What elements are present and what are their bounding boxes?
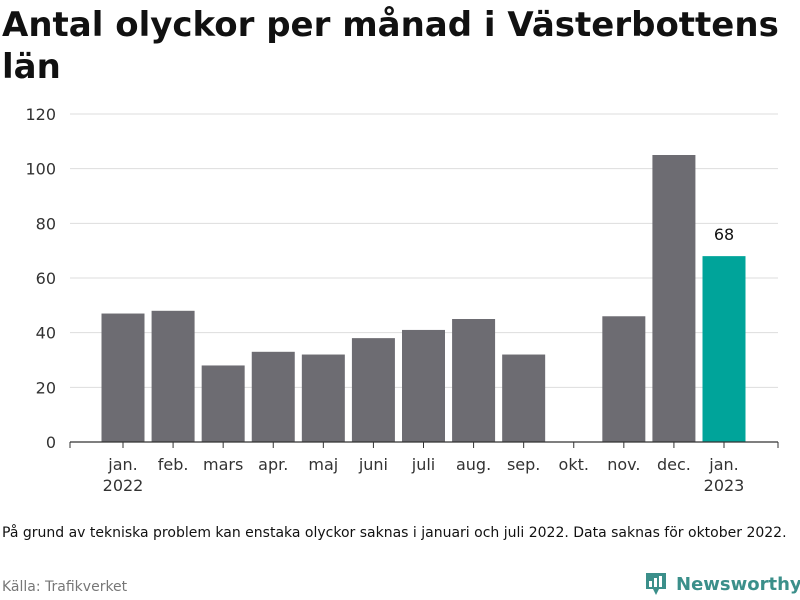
x-tick-label: apr. bbox=[258, 455, 288, 474]
newsworthy-logo-icon bbox=[646, 573, 666, 595]
y-tick-label: 0 bbox=[46, 433, 56, 452]
x-axis: jan. 2022 feb. mars apr. maj juni juli aug. sep. o… bbox=[69, 441, 779, 495]
y-tick-label: 40 bbox=[36, 324, 56, 343]
bar bbox=[101, 313, 145, 442]
footnote: På grund av tekniska problem kan enstaka… bbox=[2, 525, 787, 541]
bar bbox=[251, 351, 295, 442]
bar bbox=[151, 310, 195, 442]
x-tick-label: aug. bbox=[456, 455, 491, 474]
x-tick-label: mars bbox=[203, 455, 243, 474]
chart-title: Antal olyckor per månad i Västerbottens … bbox=[2, 5, 779, 87]
y-tick-label: 20 bbox=[36, 378, 56, 397]
bar bbox=[652, 155, 696, 442]
bar bbox=[402, 329, 445, 442]
x-tick-label: okt. bbox=[559, 455, 589, 474]
bar-highlight bbox=[702, 256, 746, 442]
x-tick-label: nov. bbox=[607, 455, 640, 474]
bar bbox=[351, 338, 395, 442]
newsworthy-logo-text: Newsworthy bbox=[676, 573, 800, 595]
bar bbox=[452, 319, 496, 442]
y-tick-label: 80 bbox=[36, 214, 56, 233]
source-credit: Källa: Trafikverket bbox=[2, 579, 128, 595]
data-labels: 68 bbox=[714, 225, 734, 244]
bar bbox=[301, 354, 345, 442]
x-tick-label: juli bbox=[411, 455, 435, 474]
y-tick-label: 60 bbox=[36, 269, 56, 288]
y-axis-labels: 0 20 40 60 80 100 120 bbox=[25, 105, 56, 452]
x-tick-label: juni bbox=[358, 455, 388, 474]
x-tick-label: jan. 2023 bbox=[704, 455, 745, 495]
y-tick-label: 120 bbox=[25, 105, 56, 124]
x-tick-label: sep. bbox=[507, 455, 540, 474]
data-label: 68 bbox=[714, 225, 734, 244]
bar bbox=[602, 316, 646, 442]
bars bbox=[101, 155, 746, 442]
newsworthy-logo: Newsworthy bbox=[644, 570, 800, 598]
x-tick-label: jan. 2022 bbox=[103, 455, 144, 495]
bar bbox=[502, 354, 546, 442]
x-tick-label: feb. bbox=[158, 455, 189, 474]
x-tick-label: dec. bbox=[657, 455, 691, 474]
x-tick-label: maj bbox=[308, 455, 338, 474]
y-tick-label: 100 bbox=[25, 160, 56, 179]
bar bbox=[201, 365, 245, 442]
